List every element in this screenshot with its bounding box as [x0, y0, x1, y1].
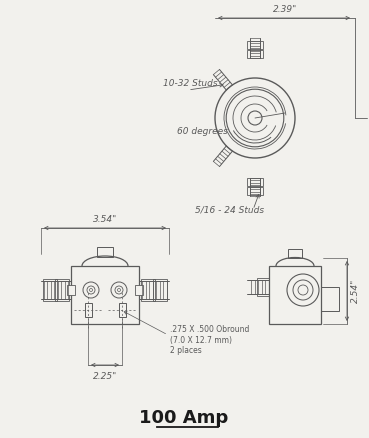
Bar	[71, 266, 139, 324]
Bar	[247, 41, 263, 49]
Bar	[118, 303, 125, 317]
Bar	[85, 303, 92, 317]
Bar	[321, 287, 339, 311]
Text: 2.54": 2.54"	[351, 279, 360, 303]
Bar	[43, 279, 57, 301]
Bar	[135, 285, 143, 295]
Bar	[288, 249, 302, 258]
Text: 100 Amp: 100 Amp	[139, 409, 229, 427]
Bar	[97, 247, 113, 257]
Bar	[257, 278, 269, 296]
Bar	[141, 279, 155, 301]
Text: 10-32 Studs: 10-32 Studs	[163, 79, 218, 88]
Bar	[153, 279, 167, 301]
Bar	[247, 50, 263, 58]
Text: 3.54": 3.54"	[93, 215, 117, 224]
Bar	[247, 187, 263, 195]
Bar	[67, 285, 75, 295]
Bar	[269, 266, 321, 324]
Text: 5/16 - 24 Studs: 5/16 - 24 Studs	[195, 205, 264, 215]
Text: 60 degrees: 60 degrees	[177, 127, 228, 137]
Text: .275 X .500 Obround
(7.0 X 12.7 mm)
2 places: .275 X .500 Obround (7.0 X 12.7 mm) 2 pl…	[170, 325, 249, 355]
Text: 2.39": 2.39"	[273, 5, 297, 14]
Bar	[55, 279, 69, 301]
Bar	[247, 178, 263, 186]
Text: 2.25": 2.25"	[93, 372, 117, 381]
